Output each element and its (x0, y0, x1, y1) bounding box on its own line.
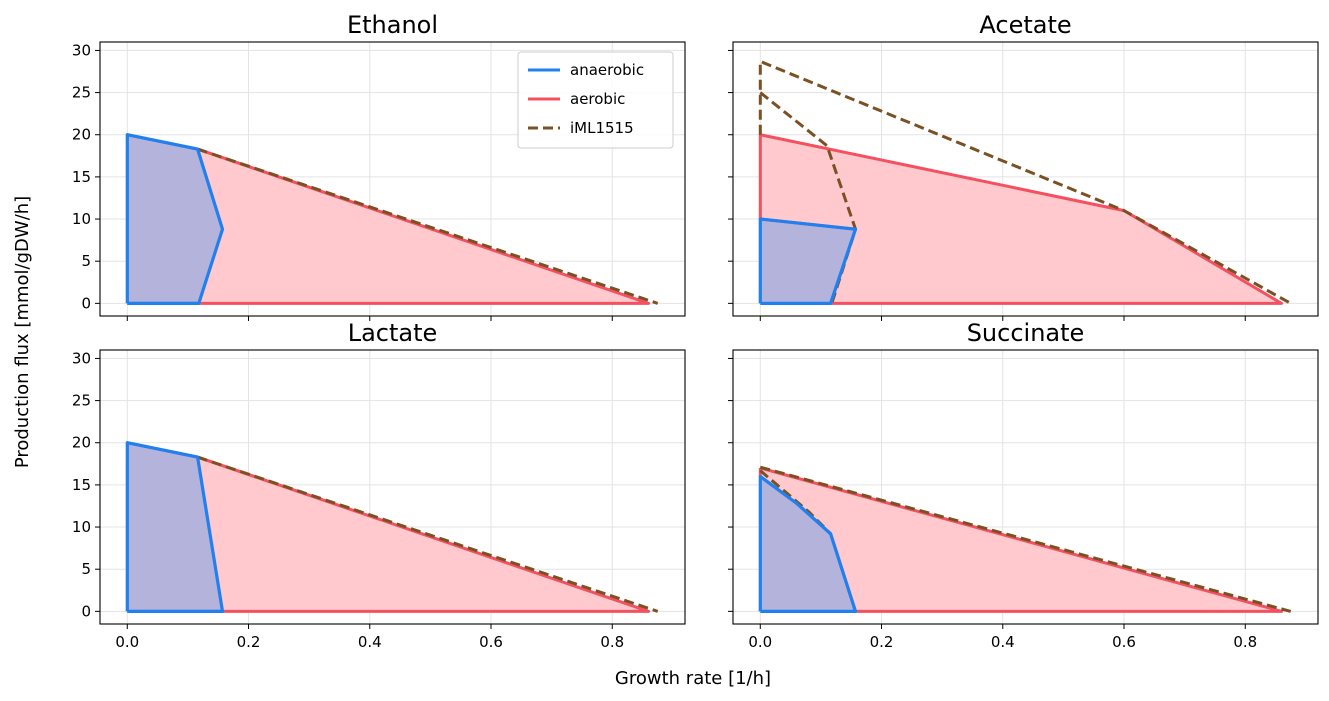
x-axis-label: Growth rate [1/h] (615, 668, 771, 689)
anaerobic-area (127, 442, 223, 612)
axes-frame (732, 41, 1319, 317)
y-tick-label: 5 (81, 252, 91, 270)
panel-succinate: 0.0 0.2 0.4 0.6 0.8 Succinate (728, 319, 1319, 651)
aerobic-area (127, 134, 649, 304)
y-tick-label: 30 (72, 349, 91, 367)
y-tick-label: 0 (81, 602, 91, 620)
y-tick-label: 0 (81, 294, 91, 312)
y-tick-label: 25 (72, 392, 91, 410)
aerobic-area (127, 442, 649, 612)
y-tick-label: 20 (72, 126, 91, 144)
axes-frame (732, 349, 1319, 625)
iml1515-line (759, 465, 1292, 613)
iml1515-line (197, 455, 659, 613)
y-tick-label: 10 (72, 518, 91, 536)
y-tick-label: 5 (81, 560, 91, 578)
x-tick-label: 0.2 (870, 633, 894, 651)
y-axis-label: Production flux [mmol/gDW/h] (12, 196, 33, 468)
panel-title: Acetate (979, 11, 1071, 39)
panel-title: Succinate (967, 319, 1085, 347)
legend-label: aerobic (570, 90, 625, 108)
y-tick-label: 20 (72, 434, 91, 452)
iml1515-line (758, 59, 1292, 305)
anaerobic-area (760, 476, 856, 612)
axes-frame (99, 41, 686, 317)
y-tick-label: 25 (72, 84, 91, 102)
x-tick-label: 0.8 (1233, 633, 1257, 651)
panel-acetate: Acetate (728, 11, 1319, 321)
legend-label: iML1515 (570, 119, 634, 137)
aerobic-area (760, 134, 1282, 304)
y-tick-label: 30 (72, 41, 91, 59)
anaerobic-line (125, 441, 225, 614)
x-tick-label: 0.8 (600, 633, 624, 651)
anaerobic-line (125, 133, 225, 305)
x-tick-label: 0.6 (479, 633, 503, 651)
y-tick-label: 15 (72, 168, 91, 186)
panel-lactate: 0.0 0.2 0.4 0.6 0.8 0 5 10 15 20 25 30 Lactate (72, 319, 686, 651)
panel-title: Ethanol (347, 11, 438, 39)
legend-label: anaerobic (570, 61, 644, 79)
x-tick-label: 0.0 (748, 633, 772, 651)
anaerobic-area (760, 219, 856, 304)
x-tick-label: 0.4 (991, 633, 1015, 651)
x-tick-label: 0.0 (115, 633, 139, 651)
y-tick-label: 10 (72, 210, 91, 228)
iml1515-line (197, 147, 659, 305)
y-tick-label: 15 (72, 476, 91, 494)
x-tick-label: 0.6 (1112, 633, 1136, 651)
panel-title: Lactate (348, 319, 438, 347)
x-tick-label: 0.4 (358, 633, 382, 651)
axes-frame (99, 349, 686, 625)
anaerobic-area (127, 134, 223, 304)
anaerobic-line (758, 217, 858, 305)
legend: anaerobic aerobic iML1515 (517, 51, 674, 149)
x-tick-label: 0.2 (237, 633, 261, 651)
legend-box (517, 51, 674, 149)
anaerobic-line (758, 474, 858, 614)
